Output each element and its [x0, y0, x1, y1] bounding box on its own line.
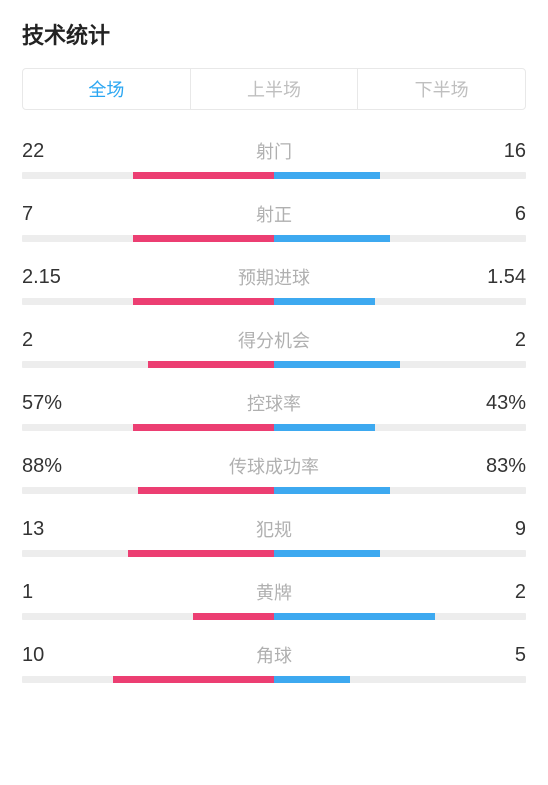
away-bar — [274, 235, 390, 242]
home-bar — [133, 235, 274, 242]
away-value: 6 — [466, 203, 526, 226]
stat-bar — [22, 550, 526, 557]
stat-label: 得分机会 — [82, 327, 466, 353]
stat-label: 射正 — [82, 201, 466, 227]
home-value: 1 — [22, 581, 82, 604]
away-value: 2 — [466, 581, 526, 604]
away-bar — [274, 361, 400, 368]
away-bar — [274, 550, 380, 557]
away-value: 1.54 — [466, 266, 526, 289]
stat-bar — [22, 361, 526, 368]
stat-row: 57%控球率43% — [22, 390, 526, 431]
away-bar — [274, 298, 375, 305]
home-value: 57% — [22, 392, 82, 415]
away-bar — [274, 613, 435, 620]
tab-2[interactable]: 下半场 — [358, 69, 525, 109]
tab-0[interactable]: 全场 — [23, 69, 191, 109]
away-bar — [274, 172, 380, 179]
home-value: 2 — [22, 329, 82, 352]
stat-bar — [22, 424, 526, 431]
home-bar — [193, 613, 274, 620]
stat-label: 犯规 — [82, 516, 466, 542]
stat-row: 7射正6 — [22, 201, 526, 242]
stat-bar — [22, 235, 526, 242]
away-value: 16 — [466, 140, 526, 163]
stat-row: 88%传球成功率83% — [22, 453, 526, 494]
tab-1[interactable]: 上半场 — [191, 69, 359, 109]
home-value: 88% — [22, 455, 82, 478]
away-value: 5 — [466, 644, 526, 667]
away-value: 9 — [466, 518, 526, 541]
stat-label: 黄牌 — [82, 579, 466, 605]
section-title: 技术统计 — [22, 18, 526, 50]
stat-row: 13犯规9 — [22, 516, 526, 557]
home-value: 7 — [22, 203, 82, 226]
stat-bar — [22, 676, 526, 683]
home-bar — [133, 172, 274, 179]
stat-row: 2得分机会2 — [22, 327, 526, 368]
home-value: 13 — [22, 518, 82, 541]
away-bar — [274, 676, 350, 683]
stat-bar — [22, 298, 526, 305]
stat-row: 22射门16 — [22, 138, 526, 179]
stat-row: 2.15预期进球1.54 — [22, 264, 526, 305]
away-bar — [274, 487, 390, 494]
home-bar — [148, 361, 274, 368]
stat-row: 1黄牌2 — [22, 579, 526, 620]
stat-bar — [22, 487, 526, 494]
stats-list: 22射门167射正62.15预期进球1.542得分机会257%控球率43%88%… — [22, 138, 526, 683]
stat-label: 射门 — [82, 138, 466, 164]
home-value: 22 — [22, 140, 82, 163]
stat-label: 传球成功率 — [82, 453, 466, 479]
home-bar — [138, 487, 274, 494]
stat-bar — [22, 613, 526, 620]
away-value: 43% — [466, 392, 526, 415]
home-bar — [133, 424, 274, 431]
away-value: 2 — [466, 329, 526, 352]
home-bar — [133, 298, 274, 305]
period-tabs: 全场上半场下半场 — [22, 68, 526, 110]
away-value: 83% — [466, 455, 526, 478]
away-bar — [274, 424, 375, 431]
stat-bar — [22, 172, 526, 179]
stat-row: 10角球5 — [22, 642, 526, 683]
stat-label: 角球 — [82, 642, 466, 668]
stat-label: 控球率 — [82, 390, 466, 416]
stat-label: 预期进球 — [82, 264, 466, 290]
home-bar — [128, 550, 274, 557]
home-value: 10 — [22, 644, 82, 667]
home-value: 2.15 — [22, 266, 82, 289]
home-bar — [113, 676, 274, 683]
